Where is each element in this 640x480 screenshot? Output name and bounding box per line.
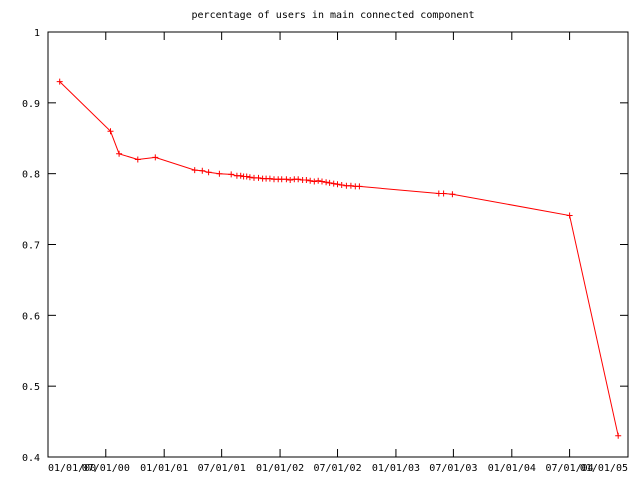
x-tick-label: 01/01/02 bbox=[256, 463, 304, 474]
data-point bbox=[347, 182, 354, 189]
x-tick-label: 01/01/00 bbox=[48, 463, 96, 474]
chart-title: percentage of users in main connected co… bbox=[192, 10, 475, 21]
data-point bbox=[315, 177, 322, 184]
data-point bbox=[326, 179, 333, 186]
data-point bbox=[449, 191, 456, 198]
data-point bbox=[283, 176, 290, 183]
x-tick-label: 01/01/01 bbox=[140, 463, 188, 474]
data-point bbox=[116, 150, 123, 157]
y-tick-label: 0.7 bbox=[22, 241, 40, 252]
data-point bbox=[615, 432, 622, 439]
data-point bbox=[246, 174, 253, 181]
data-point bbox=[266, 175, 273, 182]
data-point bbox=[199, 167, 206, 174]
data-point bbox=[237, 172, 244, 179]
data-point bbox=[295, 176, 302, 183]
y-tick-label: 1 bbox=[34, 28, 40, 39]
x-tick-label: 01/01/04 bbox=[488, 463, 536, 474]
data-point bbox=[56, 78, 63, 85]
x-tick-label: 07/01/04 bbox=[546, 463, 594, 474]
x-tick-label: 07/01/01 bbox=[198, 463, 246, 474]
data-point bbox=[356, 183, 363, 190]
data-point bbox=[303, 177, 310, 183]
y-tick-label: 0.8 bbox=[22, 170, 40, 181]
data-point bbox=[307, 177, 314, 184]
data-point bbox=[440, 190, 447, 197]
y-tick-label: 0.9 bbox=[22, 99, 40, 110]
x-tick-label: 07/01/03 bbox=[429, 463, 477, 474]
y-tick-label: 0.6 bbox=[22, 311, 40, 322]
x-tick-label: 01/01/05 bbox=[580, 463, 628, 474]
y-axis: 0.4 0.5 0.6 0.7 0.8 0.9 1 bbox=[22, 28, 628, 464]
data-point bbox=[191, 167, 198, 174]
series-points bbox=[56, 78, 622, 439]
plot-area bbox=[47, 31, 629, 458]
data-point bbox=[323, 179, 330, 186]
data-point bbox=[152, 154, 159, 161]
data-point bbox=[319, 178, 325, 185]
x-tick-label: 01/01/03 bbox=[372, 463, 420, 474]
x-tick-label: 07/01/02 bbox=[313, 463, 361, 474]
data-point bbox=[287, 177, 294, 183]
data-point bbox=[228, 171, 235, 178]
y-tick-label: 0.5 bbox=[22, 382, 40, 393]
y-tick-label: 0.4 bbox=[22, 453, 40, 464]
data-point bbox=[311, 178, 318, 185]
data-point bbox=[134, 156, 141, 163]
data-point bbox=[338, 182, 345, 188]
series-line bbox=[59, 81, 619, 436]
data-point bbox=[243, 173, 250, 180]
data-point bbox=[255, 174, 262, 181]
data-point bbox=[107, 128, 114, 135]
data-point bbox=[334, 181, 341, 188]
x-tick-label: 07/01/00 bbox=[82, 463, 130, 474]
data-point bbox=[205, 169, 212, 176]
data-point bbox=[566, 212, 573, 219]
data-point bbox=[330, 180, 337, 187]
data-point bbox=[216, 170, 223, 177]
